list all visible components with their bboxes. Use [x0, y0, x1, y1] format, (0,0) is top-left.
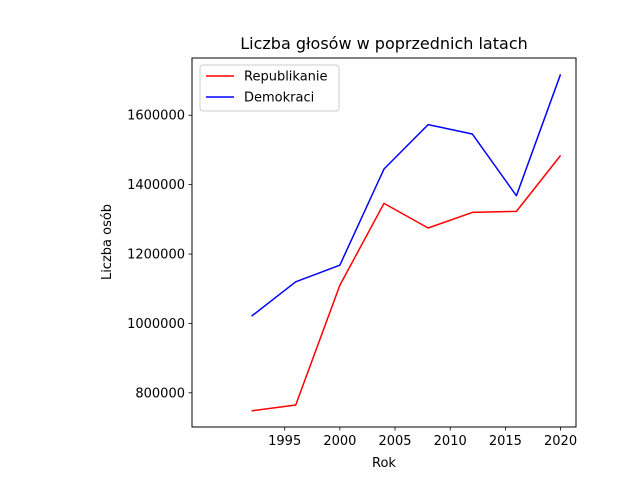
x-tick-label: 2010 — [434, 434, 467, 449]
y-tick-label: 1400000 — [127, 178, 185, 193]
series-line-demokraci — [251, 74, 562, 317]
x-tick-label: 2020 — [544, 434, 577, 449]
plot-lines — [251, 74, 562, 412]
x-tick-label: 2005 — [378, 434, 411, 449]
x-tick-label: 2000 — [323, 434, 356, 449]
legend-label-demokraci: Demokraci — [244, 91, 314, 106]
x-tick-label: 1995 — [268, 434, 301, 449]
y-tick-label: 1600000 — [127, 109, 185, 124]
series-line-republikanie — [251, 155, 562, 412]
y-axis: 800000 1000000 1200000 1400000 1600000 — [127, 109, 192, 401]
legend-label-republikanie: Republikanie — [244, 70, 328, 85]
x-tick-label: 2015 — [489, 434, 522, 449]
y-tick-label: 1000000 — [127, 317, 185, 332]
y-tick-label: 1200000 — [127, 248, 185, 263]
legend-box — [199, 64, 340, 112]
y-axis-label: Liczba osób — [100, 204, 115, 280]
x-axis-label: Rok — [372, 456, 396, 471]
legend: Republikanie Demokraci — [199, 64, 340, 112]
x-axis: 1995 2000 2005 2010 2015 2020 — [268, 427, 577, 449]
y-tick-label: 800000 — [135, 386, 185, 401]
chart-title: Liczba głosów w poprzednich latach — [240, 34, 528, 53]
plot-frame — [191, 57, 577, 428]
